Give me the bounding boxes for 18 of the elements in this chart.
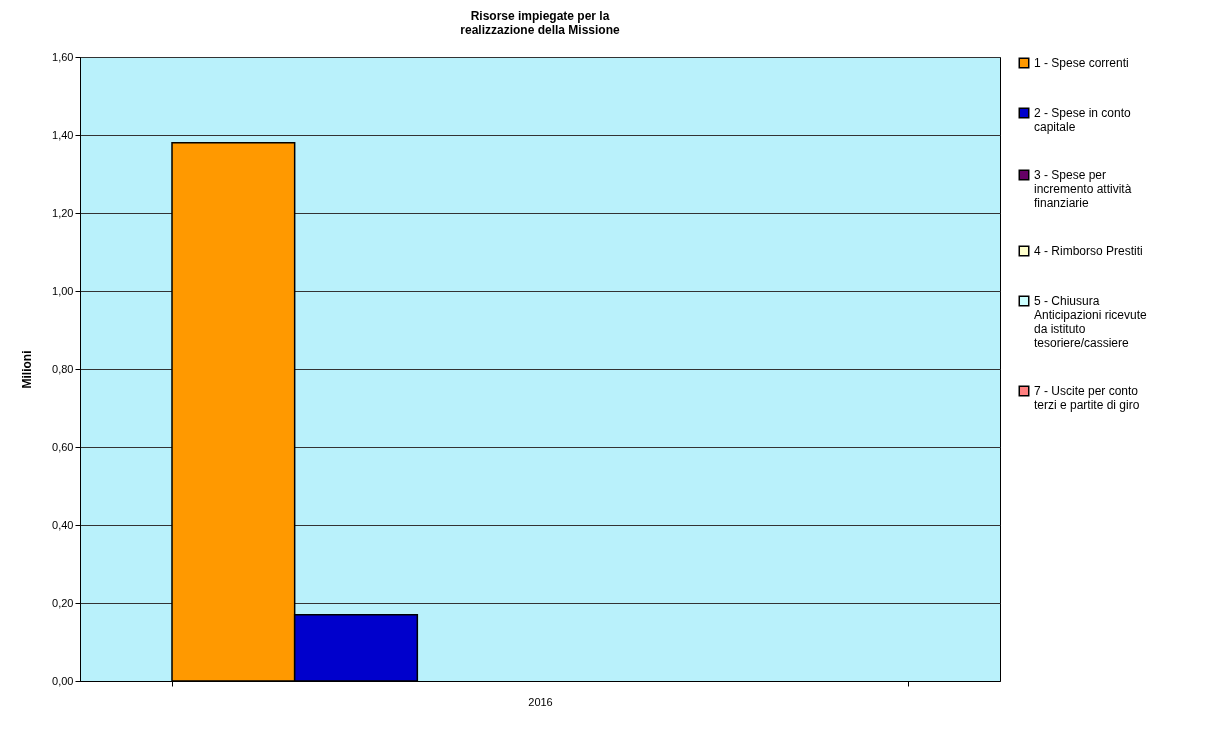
legend-label: 4 - Rimborso Prestiti: [1034, 244, 1143, 258]
chart-title: Risorse impiegate per la realizzazione della Missione: [460, 9, 621, 37]
y-tick-label: 0,60: [52, 440, 74, 453]
legend-label: 7 - Uscite per conto terzi e partite di giro: [1034, 384, 1140, 412]
legend-label: 3 - Spese per incremento attività finanziarie: [1034, 168, 1132, 210]
legend-label: 2 - Spese in conto capitale: [1034, 106, 1132, 134]
y-tick-label: 0,80: [52, 362, 74, 375]
y-tick-label: 1,00: [52, 284, 74, 297]
y-tick-label: 0,00: [52, 674, 74, 687]
x-tick-label: 2016: [528, 695, 553, 708]
y-tick-label: 1,20: [52, 206, 74, 219]
y-tick-label: 0,20: [52, 596, 74, 609]
y-axis-title: Milioni: [20, 350, 35, 389]
legend-label: 1 - Spese correnti: [1034, 56, 1129, 70]
y-tick-label: 1,60: [52, 50, 74, 63]
y-tick-label: 1,40: [52, 128, 74, 141]
legend-label: 5 - Chiusura Anticipazioni ricevute da istituto tesoriere/cassiere: [1034, 294, 1148, 350]
y-tick-label: 0,40: [52, 518, 74, 531]
